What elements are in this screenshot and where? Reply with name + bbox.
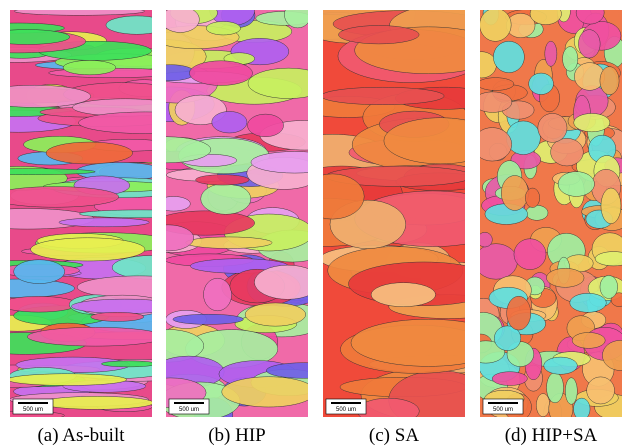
grain: [161, 7, 199, 33]
grain: [551, 138, 584, 166]
grain: [14, 7, 144, 15]
grain: [0, 169, 95, 175]
grain: [477, 232, 492, 247]
grain: [546, 268, 584, 287]
grain: [212, 111, 247, 133]
grain: [245, 303, 306, 326]
grain: [475, 244, 518, 279]
grain: [525, 188, 539, 207]
grain: [196, 175, 250, 185]
grain: [254, 265, 321, 299]
grain: [480, 8, 512, 41]
grain: [0, 187, 119, 208]
grain: [595, 252, 626, 266]
grain: [545, 41, 557, 66]
panel-caption: (c) SA: [369, 425, 419, 446]
grain: [157, 196, 191, 211]
grain: [284, 1, 311, 28]
grain: [146, 65, 195, 81]
grain: [101, 361, 156, 367]
grain: [27, 327, 164, 346]
scale-bar-label: 500 um: [23, 407, 43, 413]
grain: [189, 61, 252, 86]
grain: [31, 238, 145, 261]
ebsd-map: 500 um: [122, 0, 349, 433]
grain: [41, 396, 154, 409]
grain: [501, 175, 528, 210]
grain: [206, 21, 240, 35]
ebsd-map: 500 um: [464, 0, 626, 428]
grain: [357, 398, 419, 424]
panel-caption: (b) HIP: [208, 425, 266, 446]
grain: [546, 373, 563, 403]
grain: [600, 67, 619, 95]
grain: [544, 357, 578, 374]
grain: [222, 377, 316, 407]
grain: [493, 41, 524, 72]
scale-bar-label: 500 um: [179, 407, 199, 413]
grain: [573, 398, 590, 420]
grain: [578, 30, 600, 58]
grain: [477, 78, 514, 91]
grain: [601, 188, 621, 224]
panel-caption: (d) HIP+SA: [505, 425, 598, 446]
grain: [0, 296, 77, 312]
grain: [91, 312, 144, 321]
grain: [565, 378, 577, 405]
grain: [538, 113, 567, 142]
grain: [248, 114, 284, 137]
grain: [507, 296, 531, 330]
scale-bar-label: 500 um: [336, 407, 356, 413]
grain: [473, 92, 511, 113]
grain: [526, 205, 548, 220]
grain: [506, 121, 540, 155]
grain: [186, 237, 272, 249]
grain: [574, 113, 610, 131]
grain: [14, 260, 65, 284]
grain: [492, 372, 527, 386]
grain: [301, 174, 364, 219]
grain: [371, 283, 435, 307]
grain: [8, 374, 127, 386]
grain: [536, 394, 550, 417]
panel-caption: (a) As-built: [37, 425, 125, 446]
grain: [201, 183, 251, 214]
scale-bar-label: 500 um: [493, 407, 513, 413]
grain: [473, 128, 512, 161]
grain: [529, 73, 554, 94]
grain: [203, 278, 231, 311]
grain: [106, 16, 168, 34]
grain: [71, 299, 178, 313]
grain: [563, 47, 578, 72]
grain: [576, 1, 604, 24]
grain: [248, 68, 329, 98]
figure: 500 um (a) As-built 500 um (b) HIP 500 um (c)…: [0, 0, 626, 448]
grain: [530, 3, 561, 25]
grain: [46, 142, 132, 164]
grain: [514, 239, 546, 270]
grain: [600, 275, 618, 298]
grain: [59, 218, 149, 227]
grain: [467, 52, 497, 78]
grain: [173, 314, 244, 324]
grain: [558, 172, 594, 197]
grain: [321, 87, 444, 105]
grain: [572, 332, 605, 348]
grain: [587, 377, 615, 404]
grain: [339, 25, 420, 43]
grain: [63, 60, 116, 74]
grain: [570, 293, 606, 312]
